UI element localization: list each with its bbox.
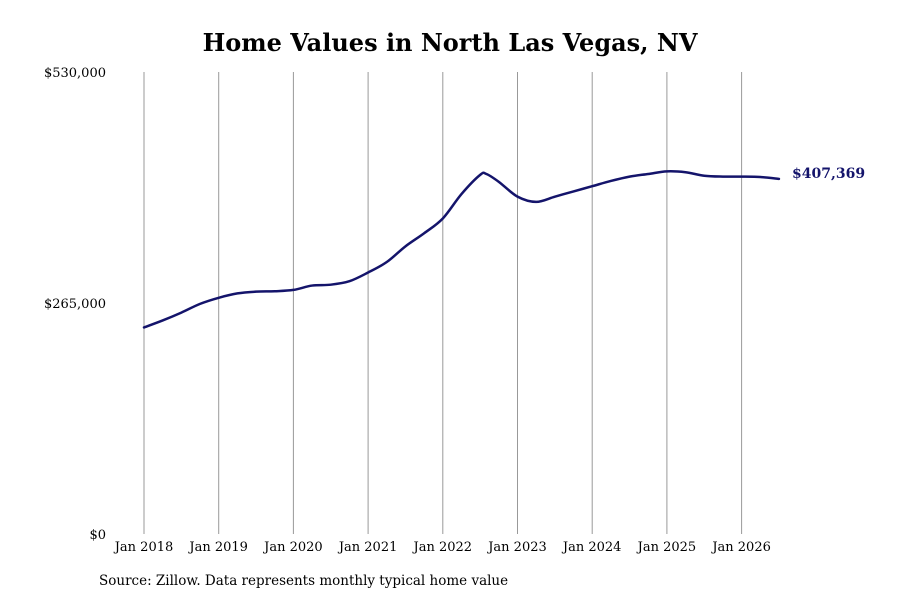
- x-tick-label: Jan 2023: [486, 540, 547, 555]
- x-tick-label: Jan 2025: [636, 540, 697, 555]
- x-tick-label: Jan 2026: [710, 540, 771, 555]
- y-tick-label: $0: [89, 528, 106, 543]
- data-label-layer: $407,369: [792, 166, 865, 182]
- x-tick-label: Jan 2018: [113, 540, 174, 555]
- y-tick-label: $265,000: [44, 297, 106, 312]
- x-tick-label: Jan 2019: [187, 540, 248, 555]
- source-note: Source: Zillow. Data represents monthly …: [99, 573, 509, 589]
- end-value-label: $407,369: [792, 166, 865, 182]
- x-tick-label: Jan 2022: [412, 540, 473, 555]
- gridlines: [143, 72, 743, 534]
- home-value-line: [142, 170, 781, 329]
- x-tick-label: Jan 2024: [561, 540, 622, 555]
- y-tick-label: $530,000: [44, 66, 106, 81]
- y-axis-tick-labels: $0 $265,000 $530,000: [44, 66, 106, 543]
- x-axis-tick-labels: Jan 2018 Jan 2019 Jan 2020 Jan 2021 Jan 2022…: [113, 540, 771, 555]
- series-layer: [142, 170, 781, 329]
- chart-title: Home Values in North Las Vegas, NV: [202, 28, 698, 57]
- x-tick-label: Jan 2021: [337, 540, 398, 555]
- x-tick-label: Jan 2020: [262, 540, 323, 555]
